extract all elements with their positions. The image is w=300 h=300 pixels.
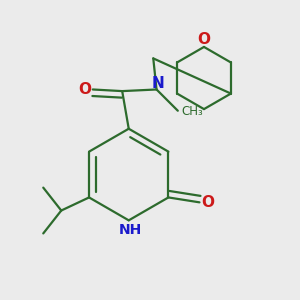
Text: O: O	[78, 82, 91, 97]
Text: N: N	[152, 76, 165, 91]
Text: CH₃: CH₃	[182, 105, 203, 118]
Text: NH: NH	[119, 223, 142, 236]
Text: O: O	[197, 32, 211, 47]
Text: O: O	[201, 195, 214, 210]
